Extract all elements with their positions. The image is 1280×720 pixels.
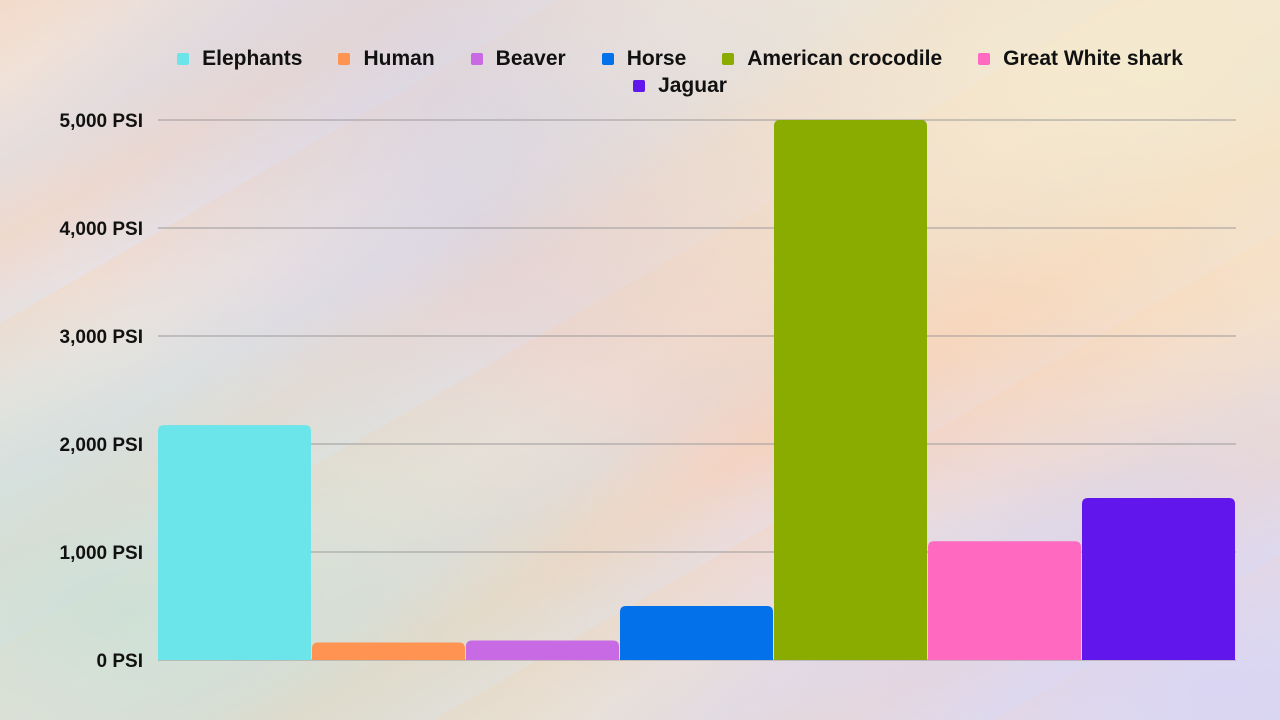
y-tick-label: 4,000 PSI: [60, 219, 143, 240]
legend-item: Human: [338, 46, 435, 71]
bar-horse: [620, 606, 773, 660]
legend-label: Jaguar: [658, 73, 727, 97]
bar-jaguar: [1082, 498, 1235, 660]
legend-label: Human: [363, 46, 435, 70]
y-tick-label: 2,000 PSI: [60, 435, 143, 456]
legend-swatch: [177, 52, 190, 65]
y-tick-label: 5,000 PSI: [60, 111, 143, 132]
legend-item: Horse: [601, 46, 687, 71]
legend-swatch: [601, 52, 614, 65]
y-tick-label: 1,000 PSI: [60, 543, 143, 564]
legend-swatch: [722, 52, 735, 65]
bar-elephants: [158, 425, 311, 660]
legend-swatch: [978, 52, 991, 65]
legend-swatch: [633, 79, 646, 92]
bar-american-crocodile: [774, 120, 927, 660]
legend-item: Elephants: [177, 46, 302, 71]
bar-beaver: [466, 640, 619, 660]
y-tick-label: 0 PSI: [97, 651, 143, 672]
y-tick-label: 3,000 PSI: [60, 327, 143, 348]
legend-item: American crocodile: [722, 46, 942, 71]
legend-label: Elephants: [202, 46, 303, 70]
legend-label: Great White shark: [1003, 46, 1183, 70]
legend-label: Beaver: [495, 46, 566, 70]
legend-swatch: [470, 52, 483, 65]
legend-item: Great White shark: [978, 46, 1183, 71]
legend-swatch: [338, 52, 351, 65]
chart-legend: Elephants Human Beaver Horse American crocod…: [150, 46, 1210, 98]
legend-item: Jaguar: [633, 73, 727, 98]
bar-great-white-shark: [928, 541, 1081, 660]
legend-label: American crocodile: [747, 46, 943, 70]
legend-item: Beaver: [470, 46, 566, 71]
legend-label: Horse: [626, 46, 687, 70]
bar-human: [312, 642, 465, 660]
